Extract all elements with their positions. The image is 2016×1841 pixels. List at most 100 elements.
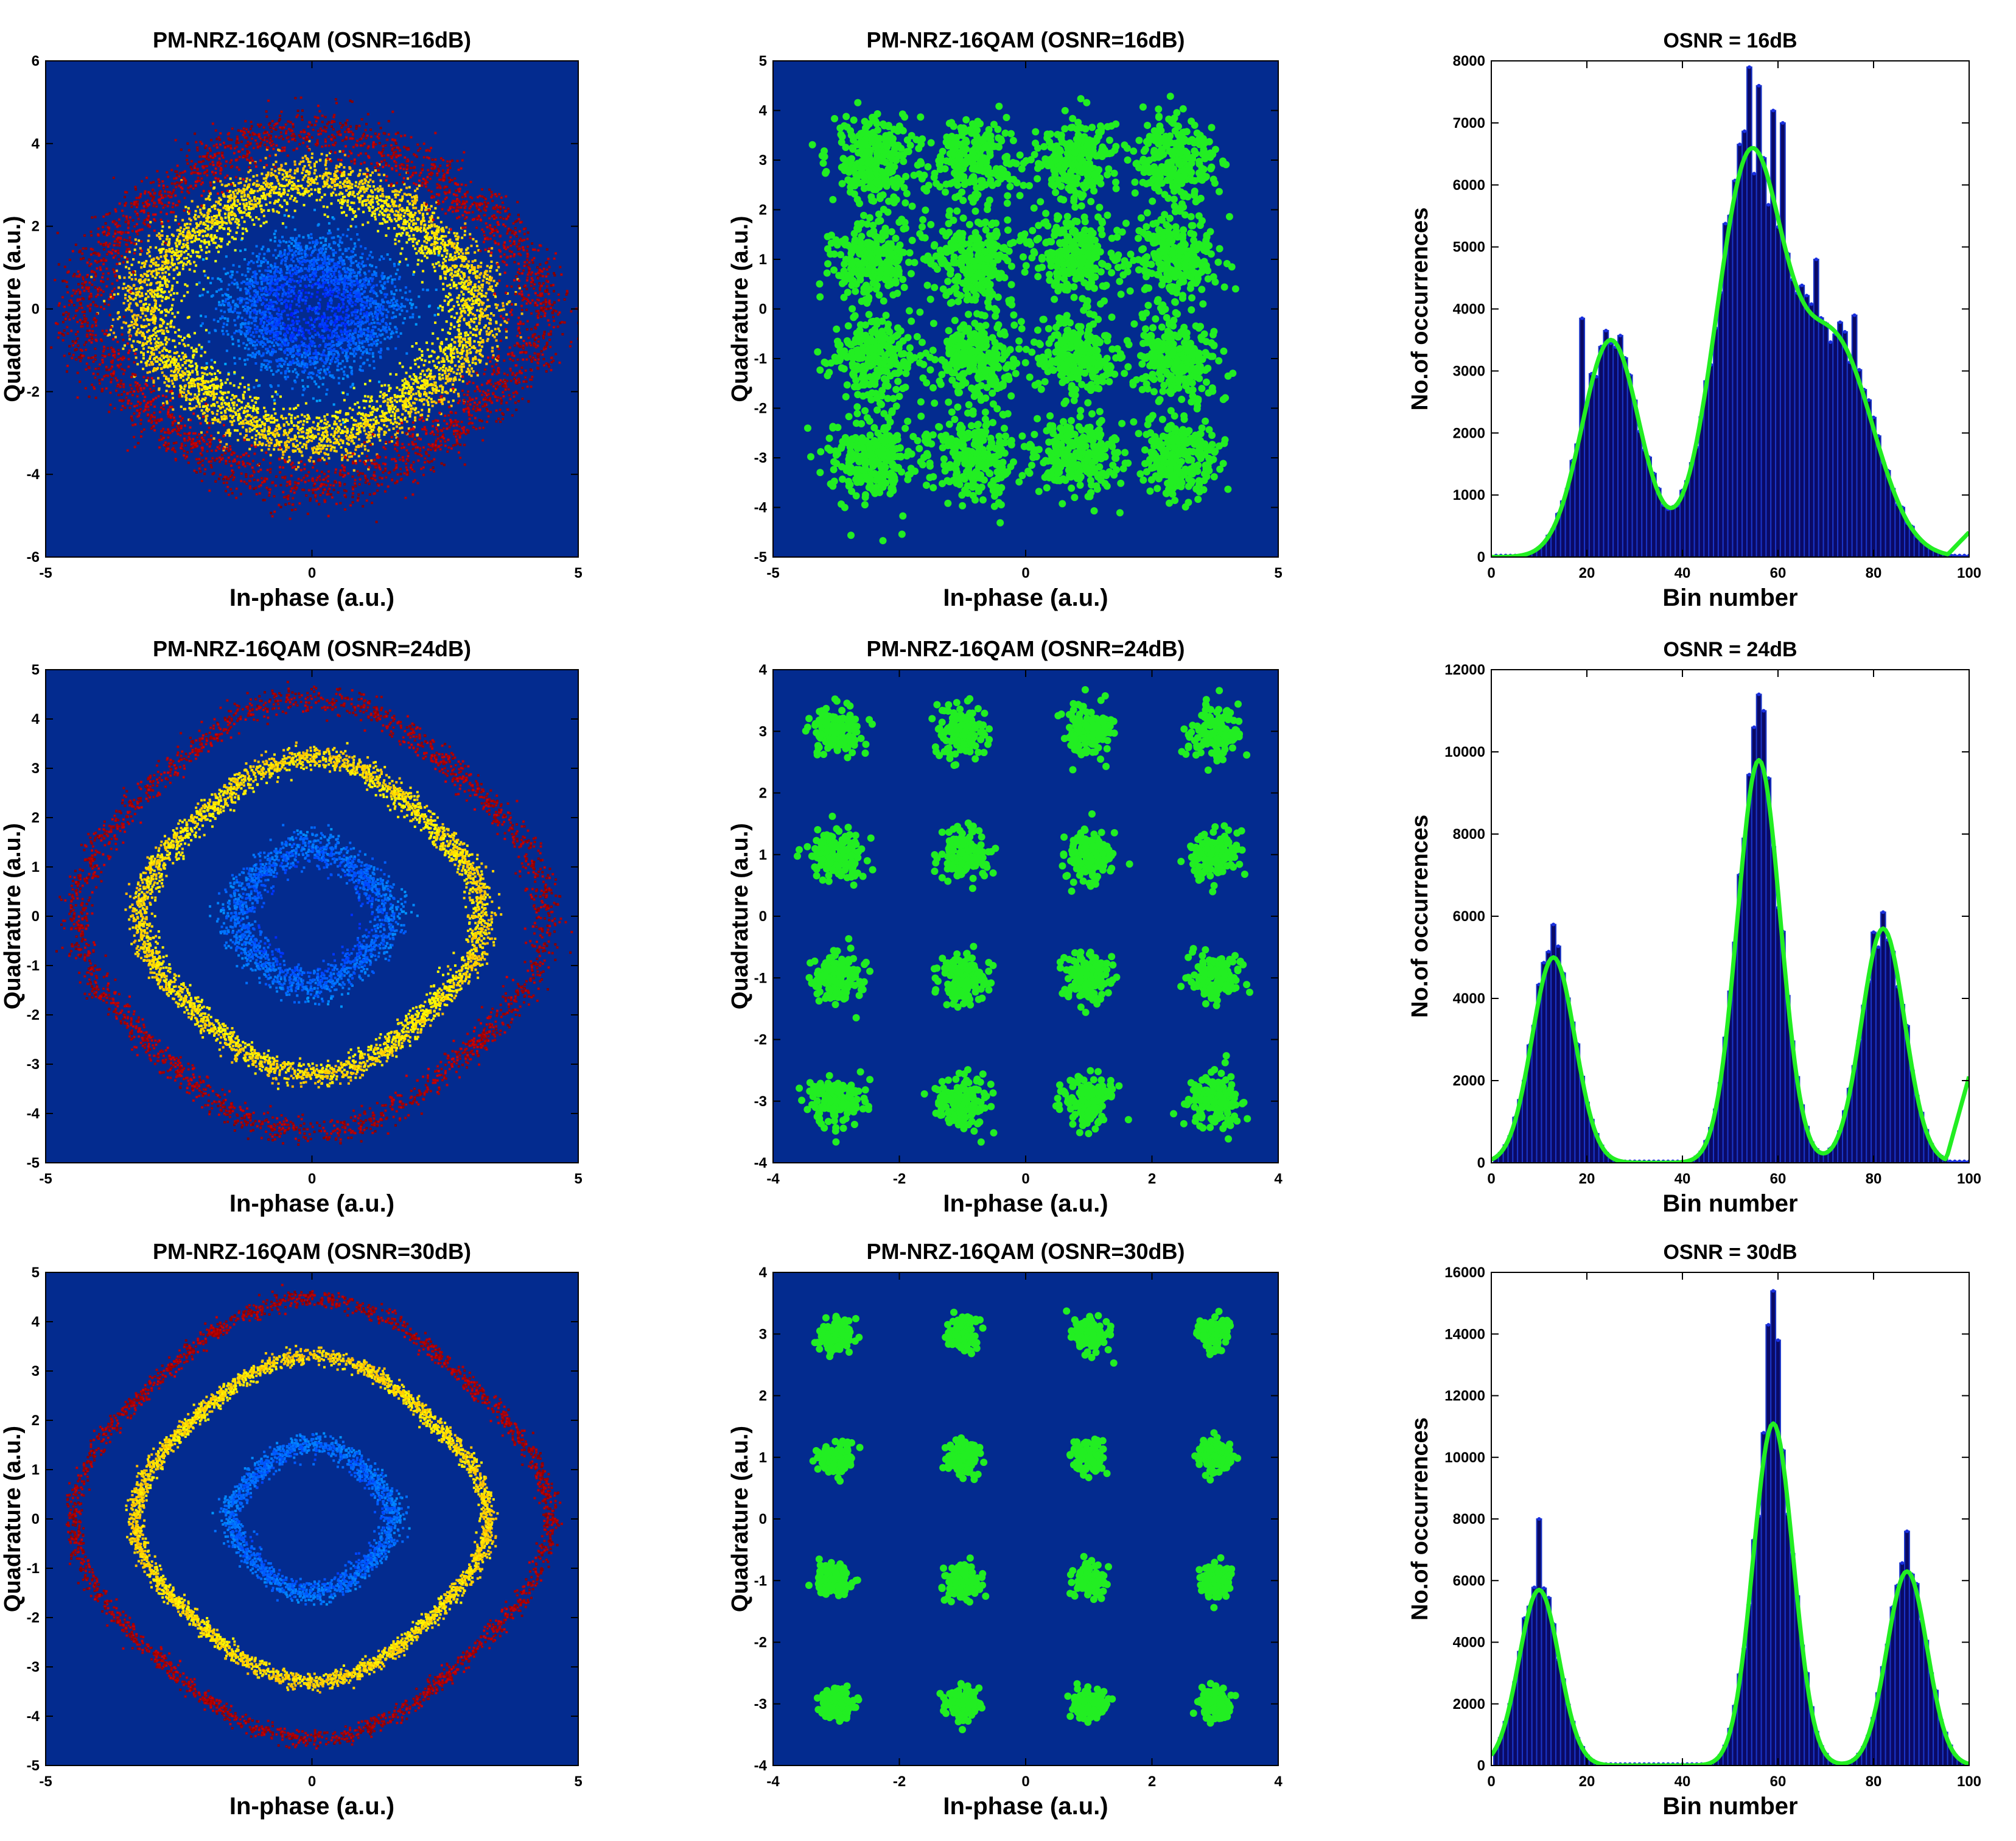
scatter-point — [374, 416, 377, 419]
scatter-point — [198, 255, 201, 258]
scatter-point — [365, 188, 368, 191]
scatter-point — [317, 428, 320, 431]
scatter-point — [257, 341, 261, 344]
scatter-point — [298, 269, 301, 272]
scatter-point — [368, 364, 371, 367]
scatter-point — [410, 304, 413, 307]
scatter-point — [287, 214, 290, 217]
scatter-point — [237, 188, 240, 191]
scatter-point — [342, 200, 345, 203]
scatter-point — [217, 202, 220, 205]
scatter-point — [395, 436, 398, 439]
scatter-point — [253, 416, 256, 419]
scatter-point — [245, 297, 248, 300]
scatter-point — [360, 334, 363, 337]
scatter-point — [368, 314, 371, 317]
scatter-point — [449, 238, 452, 241]
scatter-point — [238, 265, 241, 268]
scatter-point — [293, 315, 296, 318]
scatter-point — [250, 259, 253, 262]
scatter-point — [445, 338, 448, 341]
scatter-point — [331, 294, 334, 297]
scatter-point — [354, 295, 357, 298]
scatter-point — [359, 324, 362, 327]
scatter-point — [254, 204, 257, 207]
scatter-point — [231, 301, 234, 304]
scatter-point — [269, 384, 272, 387]
scatter-point — [323, 349, 326, 352]
scatter-point — [280, 440, 283, 443]
scatter-point — [369, 427, 372, 430]
scatter-point — [359, 325, 362, 328]
scatter-point — [344, 275, 347, 278]
scatter-point — [368, 300, 371, 303]
scatter-point — [261, 313, 264, 316]
scatter-point — [227, 308, 230, 311]
scatter-point — [177, 335, 180, 338]
scatter-point — [496, 359, 499, 362]
scatter-point — [341, 281, 344, 284]
scatter-point — [262, 275, 265, 278]
scatter-point — [317, 248, 320, 251]
scatter-point — [354, 423, 357, 426]
scatter-point — [326, 265, 329, 268]
scatter-point — [359, 368, 362, 371]
scatter-point — [272, 254, 275, 257]
scatter-point — [231, 416, 234, 419]
scatter-point — [336, 368, 339, 371]
scatter-point — [394, 421, 397, 424]
scatter-point — [358, 200, 361, 203]
scatter-point — [301, 330, 304, 333]
scatter-point — [304, 155, 307, 158]
scatter-point — [392, 427, 395, 430]
scatter-point — [369, 290, 372, 293]
scatter-point — [243, 184, 246, 187]
scatter-point — [405, 233, 408, 236]
scatter-point — [269, 298, 272, 301]
scatter-point — [180, 386, 183, 389]
scatter-point — [261, 329, 264, 332]
scatter-point — [333, 242, 336, 245]
scatter-point — [474, 286, 477, 289]
scatter-point — [243, 298, 246, 301]
scatter-point — [340, 259, 343, 262]
scatter-point — [395, 220, 398, 223]
scatter-point — [222, 322, 225, 325]
scatter-point — [324, 244, 327, 247]
scatter-point — [345, 289, 348, 292]
scatter-point — [366, 299, 369, 302]
scatter-point — [300, 340, 303, 343]
scatter-point — [296, 353, 299, 356]
scatter-point — [317, 281, 320, 284]
scatter-point — [343, 153, 346, 156]
scatter-point — [256, 351, 259, 354]
scatter-point — [310, 177, 313, 180]
scatter-point — [406, 264, 409, 267]
scatter-point — [262, 310, 265, 314]
scatter-point — [225, 407, 228, 410]
scatter-point — [332, 265, 335, 268]
scatter-point — [180, 232, 183, 235]
scatter-point — [220, 418, 223, 421]
scatter-point — [250, 419, 253, 423]
scatter-point — [427, 410, 430, 413]
scatter-point — [327, 284, 331, 287]
scatter-point — [149, 246, 152, 249]
scatter-point — [461, 278, 464, 281]
scatter-point — [314, 366, 317, 370]
scatter-point — [260, 365, 263, 368]
scatter-point — [314, 362, 317, 365]
scatter-point — [404, 418, 407, 421]
scatter-point — [236, 192, 239, 195]
scatter-point — [266, 250, 269, 253]
scatter-point — [302, 430, 305, 433]
scatter-point — [333, 283, 336, 286]
scatter-point — [401, 426, 404, 429]
scatter-point — [364, 382, 367, 385]
scatter-point — [290, 419, 293, 423]
scatter-point — [345, 214, 348, 217]
scatter-point — [155, 273, 158, 276]
scatter-point — [293, 251, 296, 254]
scatter-point — [366, 436, 369, 439]
scatter-point — [341, 310, 345, 314]
